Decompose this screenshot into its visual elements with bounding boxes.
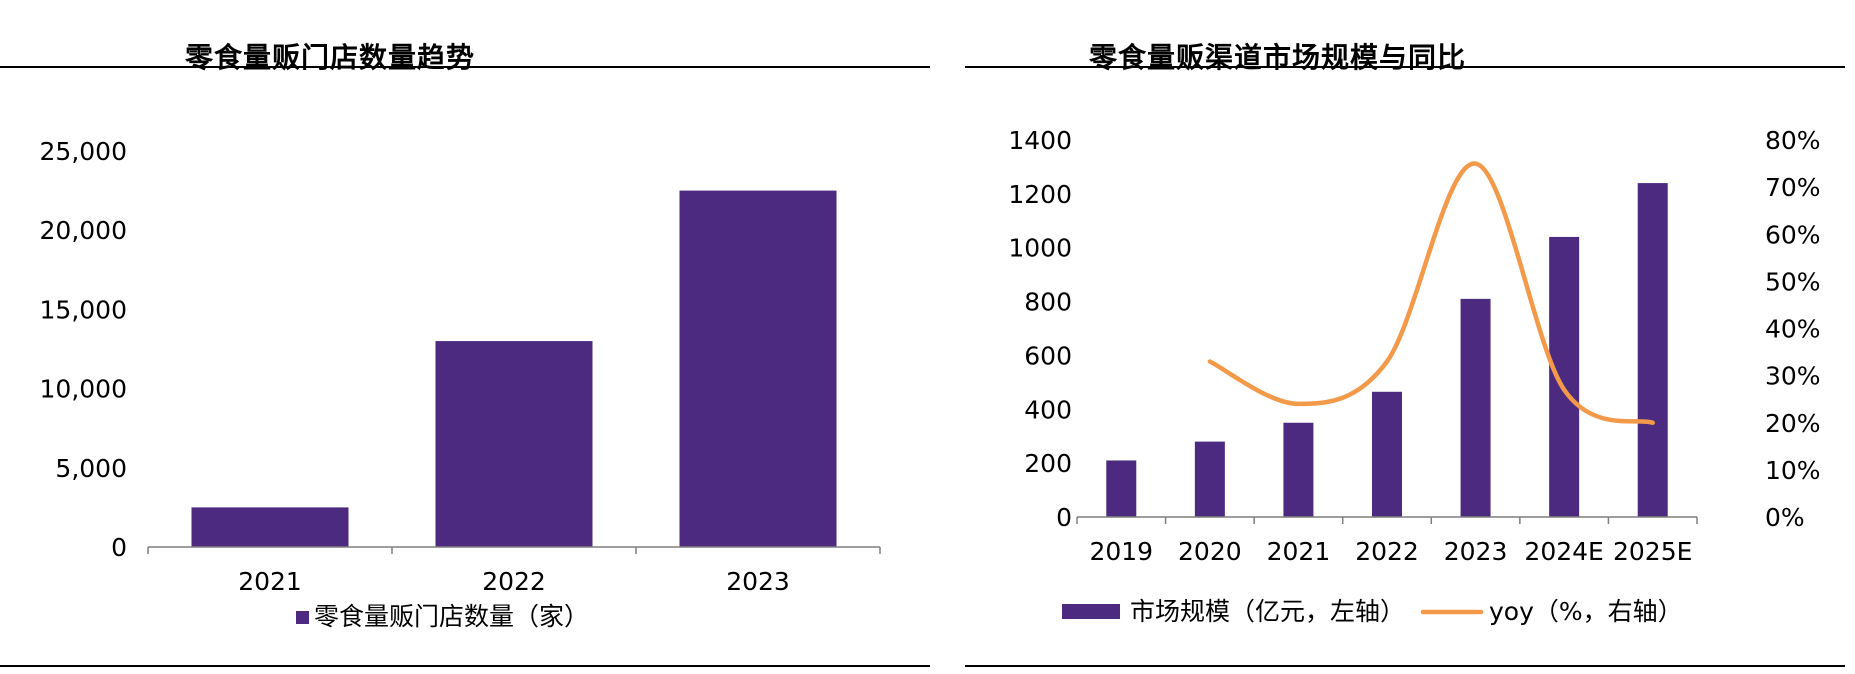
market-size-combo-chart: 0 200 400 600 800 1000 1200 1400 0% 10% 20% 30% 40% 5… (1008, 126, 1821, 626)
left-y-tick-label: 1400 (1008, 126, 1072, 155)
x-tick-label: 2022 (482, 567, 546, 596)
title-rule (965, 66, 1845, 68)
bar (435, 341, 593, 547)
market-size-chart-panel: 零食量贩渠道市场规模与同比 0 200 400 600 800 1000 1200 1400 0… (965, 0, 1855, 674)
right-y-tick-label: 30% (1765, 362, 1821, 391)
right-y-tick-label: 20% (1765, 409, 1821, 438)
x-tick-label: 2020 (1178, 537, 1242, 566)
left-y-tick-label: 400 (1024, 395, 1072, 424)
x-tick-label: 2025E (1613, 537, 1692, 566)
left-y-tick-label: 1000 (1008, 234, 1072, 263)
x-tick-label: 2021 (1267, 537, 1331, 566)
right-y-tick-label: 10% (1765, 456, 1821, 485)
right-y-tick-label: 50% (1765, 267, 1821, 296)
chart-title: 零食量贩渠道市场规模与同比 (1088, 41, 1466, 74)
y-tick-label: 15,000 (40, 295, 127, 324)
bar (1549, 236, 1580, 517)
left-y-tick-label: 800 (1024, 288, 1072, 317)
bottom-rule (0, 665, 930, 667)
title-rule (0, 66, 930, 68)
x-tick-label: 2021 (238, 567, 302, 596)
legend-swatch-bar (1062, 604, 1120, 619)
x-tick-label: 2023 (1444, 537, 1508, 566)
left-y-tick-label: 0 (1056, 503, 1072, 532)
bottom-rule (965, 665, 1845, 667)
y-tick-label: 10,000 (40, 375, 127, 404)
bar (1106, 460, 1137, 517)
right-y-tick-label: 70% (1765, 173, 1821, 202)
bar (1194, 441, 1225, 517)
right-y-tick-label: 60% (1765, 220, 1821, 249)
x-tick-label: 2024E (1524, 537, 1603, 566)
left-y-tick-label: 1200 (1008, 180, 1072, 209)
x-tick-label: 2023 (726, 567, 790, 596)
bar (1283, 422, 1314, 517)
legend-label: 零食量贩门店数量（家） (314, 602, 589, 631)
left-y-tick-label: 600 (1024, 341, 1072, 370)
bar (679, 190, 837, 547)
bar (1637, 183, 1668, 518)
x-tick-label: 2019 (1089, 537, 1153, 566)
y-tick-label: 25,000 (40, 137, 127, 166)
yoy-line (1207, 161, 1655, 425)
x-tick-label: 2022 (1355, 537, 1419, 566)
y-tick-label: 20,000 (40, 216, 127, 245)
legend-label-line: yoy（%，右轴） (1489, 597, 1683, 626)
right-y-tick-label: 0% (1765, 503, 1805, 532)
store-count-chart-panel: 零食量贩门店数量趋势 0 5,000 10,000 15,000 20,000 25,00… (0, 41, 930, 667)
store-count-bar-chart: 0 5,000 10,000 15,000 20,000 25,000 2021 2022 20… (40, 137, 881, 631)
legend-label-bar: 市场规模（亿元，左轴） (1130, 597, 1405, 626)
y-tick-label: 5,000 (55, 454, 127, 483)
legend-swatch (296, 611, 309, 624)
right-y-tick-label: 40% (1765, 315, 1821, 344)
bar (1460, 298, 1491, 517)
y-tick-label: 0 (111, 533, 127, 562)
bar (1372, 391, 1402, 517)
right-y-tick-label: 80% (1765, 126, 1821, 155)
chart-title: 零食量贩门店数量趋势 (184, 41, 475, 74)
bar (191, 507, 349, 547)
left-y-tick-label: 200 (1024, 449, 1072, 478)
